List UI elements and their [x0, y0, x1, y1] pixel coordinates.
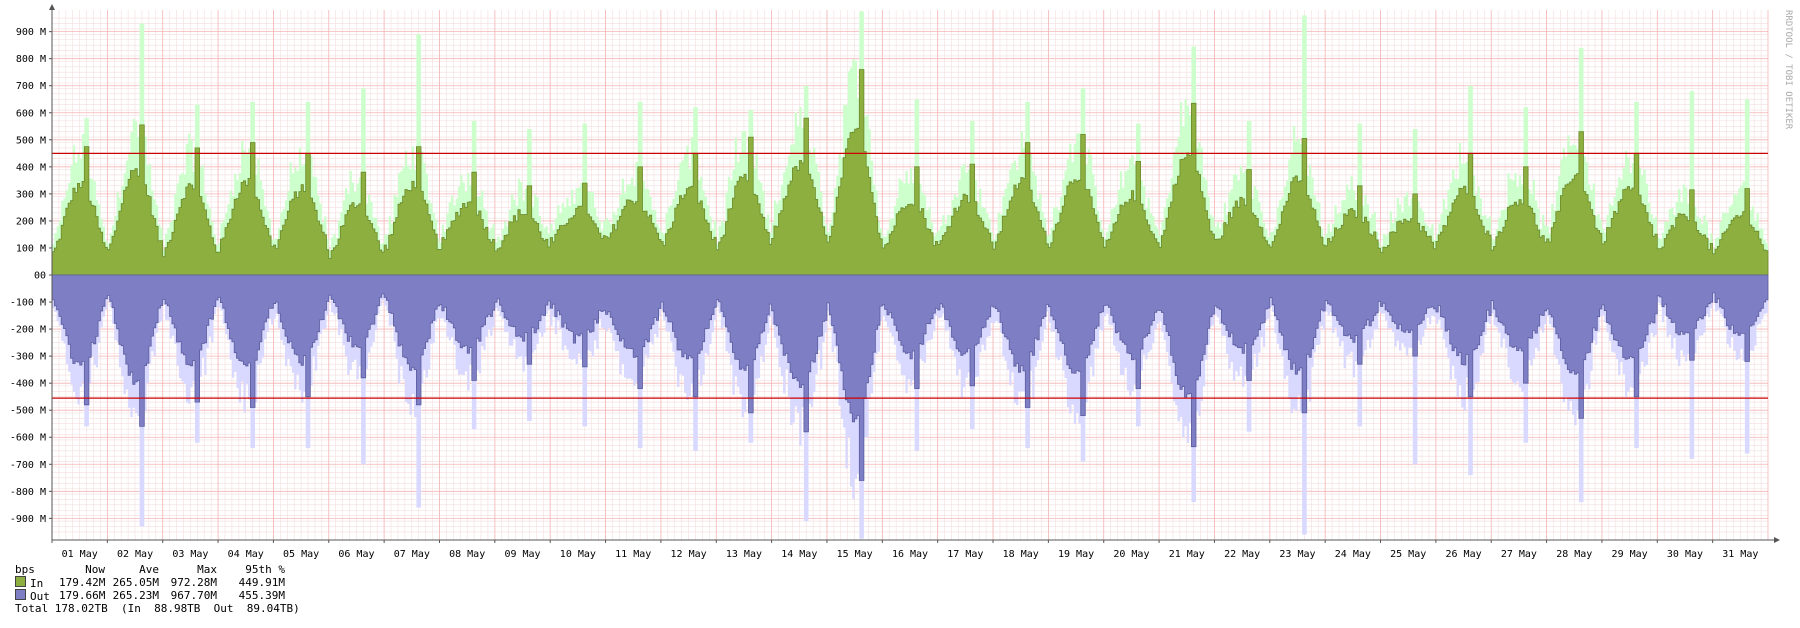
- x-tick-label: 12 May: [671, 549, 707, 560]
- area-layer: [51, 11, 1769, 539]
- y-tick-label: 300 M: [16, 189, 46, 200]
- x-tick-label: 30 May: [1667, 549, 1703, 560]
- x-tick-label: 08 May: [449, 549, 485, 560]
- x-tick-label: 07 May: [394, 549, 430, 560]
- legend-header-max: Max: [197, 563, 217, 576]
- legend-out-max: 967.70M: [170, 589, 217, 602]
- y-tick-label: 00: [34, 271, 46, 282]
- y-tick-label: -600 M: [10, 433, 46, 444]
- legend-in-now: 179.42M: [59, 576, 106, 589]
- y-tick-label: -200 M: [10, 325, 46, 336]
- axis-layer: [49, 4, 1780, 543]
- legend: bps Now Ave Max 95th % In 179.42M 265.05…: [15, 563, 300, 615]
- x-tick-label: 23 May: [1279, 549, 1315, 560]
- x-tick-label: 05 May: [283, 549, 319, 560]
- x-tick-label: 18 May: [1003, 549, 1039, 560]
- y-tick-label: 200 M: [16, 216, 46, 227]
- x-tick-label: 27 May: [1501, 549, 1537, 560]
- legend-unit: bps: [15, 563, 35, 576]
- legend-in-swatch: [15, 575, 26, 587]
- x-tick-label: 24 May: [1335, 549, 1371, 560]
- legend-total-row: Total 178.02TB (In 88.98TB Out 89.04TB): [15, 602, 300, 615]
- legend-in-max: 972.28M: [170, 576, 217, 589]
- x-tick-label: 15 May: [837, 549, 873, 560]
- x-tick-label: 09 May: [504, 549, 540, 560]
- legend-out-swatch: [15, 588, 26, 600]
- x-tick-label: 02 May: [117, 549, 153, 560]
- legend-header-ave: Ave: [139, 563, 159, 576]
- x-tick-label: 16 May: [892, 549, 928, 560]
- x-tick-label: 10 May: [560, 549, 596, 560]
- x-tick-label: 28 May: [1556, 549, 1592, 560]
- y-tick-labels: 900 M 800 M 700 M 600 M 500 M 400 M 300 M 200 M…: [10, 27, 52, 525]
- series-out-avg-area: [51, 274, 1769, 481]
- legend-in-ave: 265.05M: [112, 576, 159, 589]
- legend-in-row: In 179.42M 265.05M 972.28M 449.91M: [15, 575, 300, 590]
- x-tick-label: 04 May: [228, 549, 264, 560]
- y-tick-label: 400 M: [16, 162, 46, 173]
- y-tick-label: -300 M: [10, 352, 46, 363]
- y-tick-label: 800 M: [16, 54, 46, 65]
- y-tick-label: 700 M: [16, 81, 46, 92]
- y-tick-label: 600 M: [16, 108, 46, 119]
- legend-out-label: Out: [30, 589, 50, 603]
- y-tick-label: -800 M: [10, 487, 46, 498]
- y-tick-label: 900 M: [16, 27, 46, 38]
- x-tick-label: 21 May: [1169, 549, 1205, 560]
- x-tick-label: 29 May: [1612, 549, 1648, 560]
- x-tick-label: 20 May: [1113, 549, 1149, 560]
- threshold-layer: [52, 152, 1768, 399]
- legend-out-ave: 265.23M: [112, 589, 159, 602]
- x-tick-label: 13 May: [726, 549, 762, 560]
- x-tick-label: 11 May: [615, 549, 651, 560]
- legend-out-now: 179.66M: [59, 589, 106, 602]
- x-tick-label: 22 May: [1224, 549, 1260, 560]
- series-in-avg-area: [51, 69, 1769, 276]
- x-tick-label: 26 May: [1445, 549, 1481, 560]
- x-tick-label: 19 May: [1058, 549, 1094, 560]
- x-tick-label: 25 May: [1390, 549, 1426, 560]
- x-tick-label: 31 May: [1722, 549, 1758, 560]
- y-tick-label: -500 M: [10, 406, 46, 417]
- legend-header-row: bps Now Ave Max 95th %: [15, 563, 300, 576]
- legend-out-p95: 455.39M: [238, 589, 285, 602]
- y-tick-label: 100 M: [16, 243, 46, 254]
- y-tick-label: 500 M: [16, 135, 46, 146]
- legend-out-row: Out 179.66M 265.23M 967.70M 455.39M: [15, 588, 300, 603]
- y-axis-arrow: [49, 4, 55, 10]
- legend-header-p95: 95th %: [245, 563, 285, 576]
- x-tick-label: 03 May: [172, 549, 208, 560]
- watermark-text: RRDTOOL / TOBI OETIKER: [1783, 10, 1793, 130]
- y-tick-label: -100 M: [10, 298, 46, 309]
- x-tick-label: 01 May: [62, 549, 98, 560]
- legend-in-label: In: [30, 576, 44, 590]
- legend-header-now: Now: [85, 563, 105, 576]
- x-tick-label: 14 May: [781, 549, 817, 560]
- legend-in-p95: 449.91M: [238, 576, 285, 589]
- y-tick-label: -900 M: [10, 514, 46, 525]
- legend-total: Total 178.02TB (In 88.98TB Out 89.04TB): [15, 602, 300, 615]
- x-tick-label: 17 May: [947, 549, 983, 560]
- x-tick-labels: 01 May 02 May 03 May 04 May 05 May 06 May 07 M…: [51, 540, 1758, 560]
- y-tick-label: -400 M: [10, 379, 46, 390]
- x-tick-label: 06 May: [338, 549, 374, 560]
- series-in-max-area: [52, 11, 1768, 276]
- y-tick-label: -700 M: [10, 460, 46, 471]
- x-axis-arrow: [1774, 537, 1780, 543]
